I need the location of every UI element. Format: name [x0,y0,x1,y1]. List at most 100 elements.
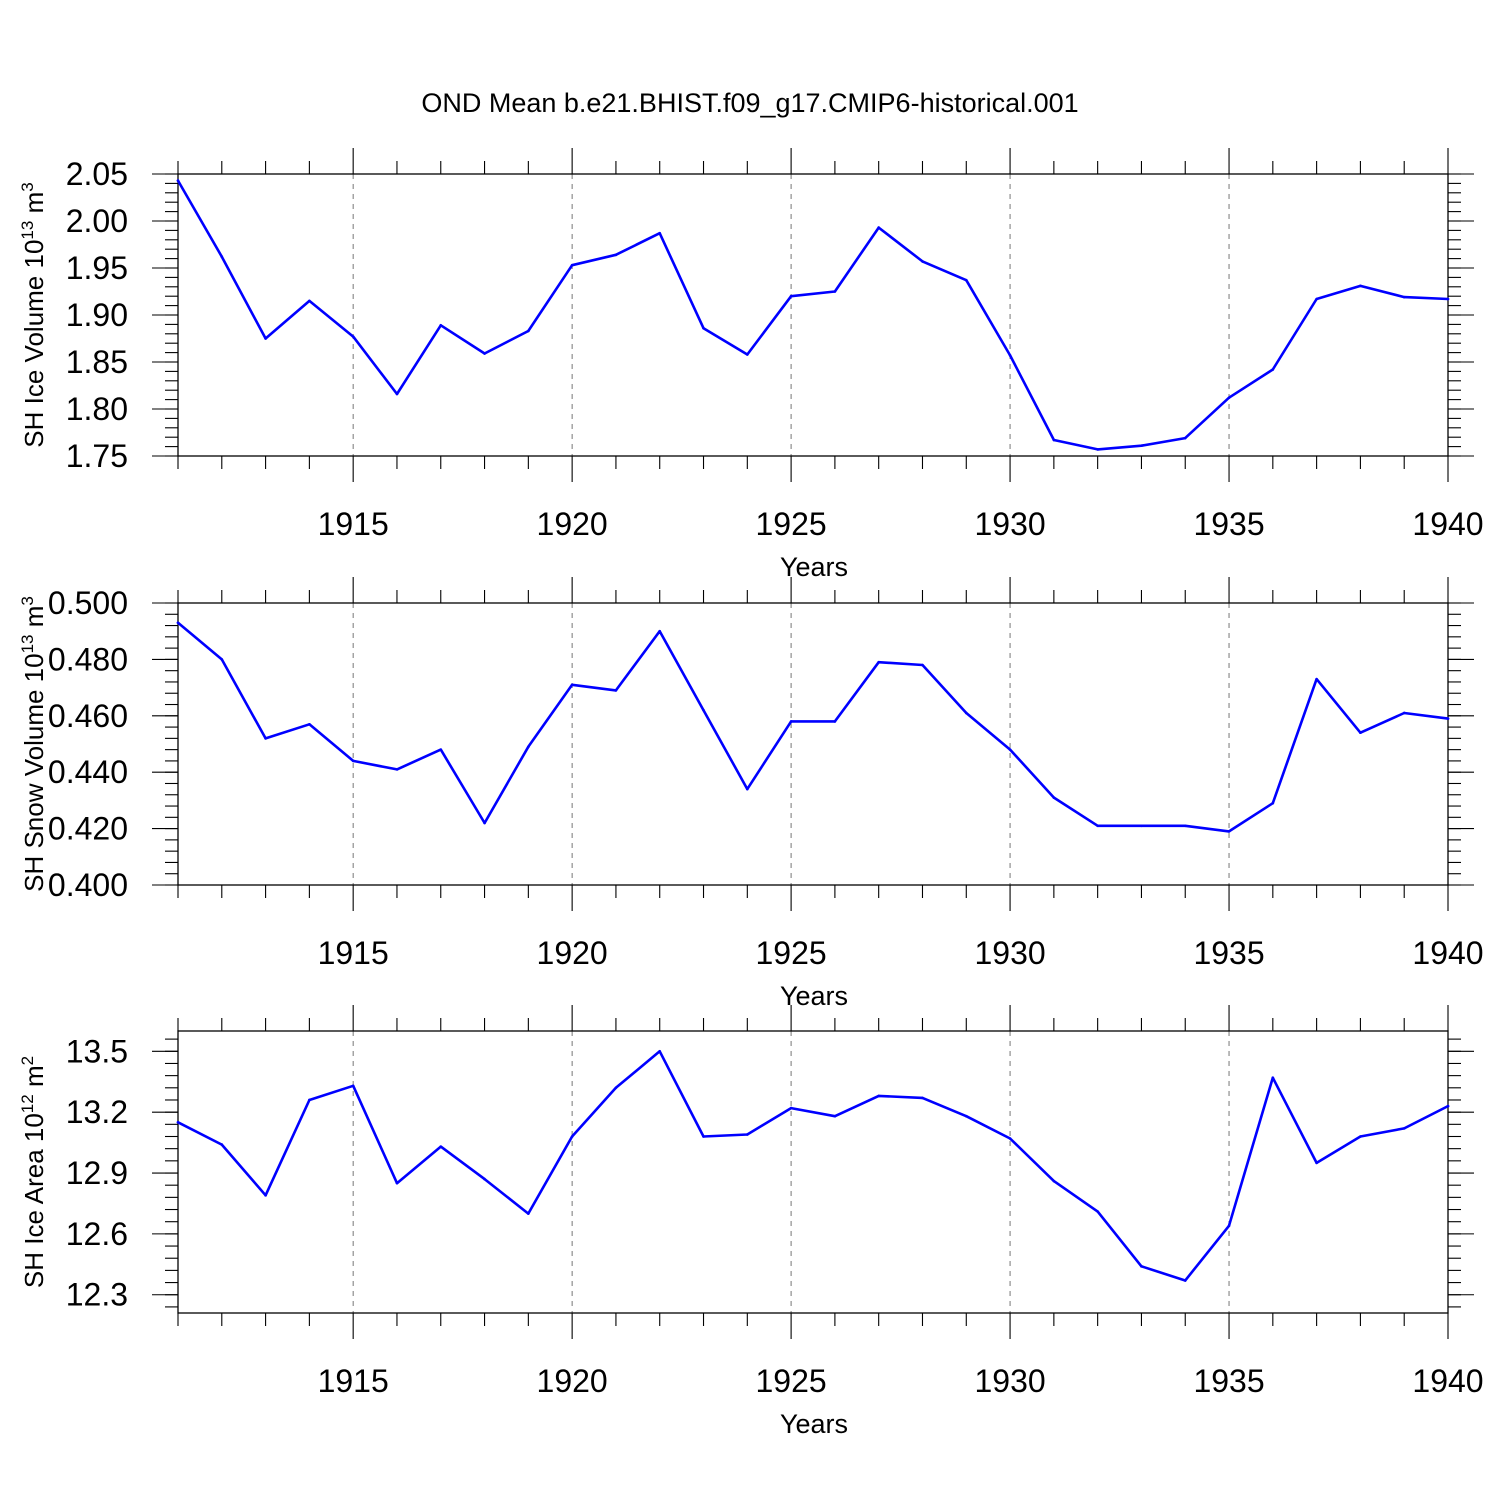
data-point [1271,1076,1275,1079]
x-tick-label: 1930 [974,506,1045,542]
data-point [483,821,486,825]
data-point [658,629,662,633]
panel-1: 1.75 1.80 1.85 1.90 1.95 2.00 2.05 1915 1920 1925… [18,148,1484,582]
y-tick-label: 13.2 [66,1094,128,1130]
x-tick-label: 1930 [974,1363,1045,1399]
data-point [439,1145,443,1148]
y-tick-label: 0.440 [48,754,128,790]
y-axis-label-superscript: 12 [18,1094,37,1113]
y-axis-label-part: m [19,192,49,221]
data-point [220,255,224,259]
data-point [570,683,574,687]
data-point [1052,796,1056,799]
data-point [877,660,880,664]
plot-frame [177,1030,1449,1314]
y-tick-label: 0.480 [48,641,128,677]
data-point [395,768,399,771]
y-tick-label: 12.3 [66,1277,128,1313]
y-tick-label: 0.420 [48,811,128,847]
series-line [176,1050,1450,1282]
data-point [1446,1104,1450,1108]
data-point [1402,295,1406,299]
data-point [395,1181,399,1185]
data-point [1140,444,1143,447]
data-point [308,722,311,726]
x-tick-label: 1920 [537,935,608,971]
data-point [439,324,443,327]
y-axis-label-superscript: 2 [18,1056,37,1065]
data-point [1183,436,1187,440]
x-tick-label: 1915 [318,1363,389,1399]
data-point [1140,1265,1143,1268]
y-tick-label: 1.80 [66,391,128,427]
data-point [921,1096,924,1100]
data-point [1052,438,1056,442]
data-point [1315,297,1318,301]
data-point [1227,1224,1231,1228]
y-axis-label-superscript: 13 [18,634,37,653]
data-point [1183,824,1187,828]
data-point [614,253,618,257]
data-point [702,708,705,712]
data-point [921,260,924,263]
data-point [308,299,311,303]
y-tick-label: 2.05 [66,156,128,192]
y-tick-label: 1.75 [66,438,128,474]
plot-frame [177,602,1449,886]
y-tick-label: 2.00 [66,203,128,239]
data-point [1096,448,1099,451]
data-point [746,353,749,356]
x-axis-label: Years [780,552,848,582]
data-point [789,1106,793,1110]
data-point [1402,1127,1406,1130]
plot-frame [177,173,1449,457]
y-tick-label: 0.460 [48,698,128,734]
y-axis-label-part: SH Ice Volume 10 [19,240,49,448]
x-tick-label: 1925 [756,506,827,542]
data-point [658,1049,662,1053]
data-point [614,689,618,692]
data-point [964,711,968,715]
data-point [1271,368,1275,371]
data-point [264,337,267,340]
data-point [1402,711,1406,715]
data-point [833,290,837,293]
y-axis-label-superscript: 3 [18,596,37,605]
data-point [1008,1137,1012,1140]
x-tick-label: 1920 [537,1363,608,1399]
x-tick-label: 1920 [537,506,608,542]
data-point [439,748,443,751]
data-point [833,720,837,723]
x-tick-label: 1935 [1193,506,1264,542]
data-point [527,745,530,749]
data-point [483,1177,486,1181]
data-point [702,326,705,330]
data-point [658,231,662,235]
data-point [1271,801,1275,805]
x-tick-label: 1940 [1412,506,1483,542]
data-point [395,392,399,396]
panel-3: 12.3 12.6 12.9 13.2 13.5 1915 1920 1925 1930 1935… [18,1005,1484,1439]
data-point [570,263,574,267]
data-point [1227,396,1231,400]
x-axis-label: Years [780,981,848,1011]
x-tick-label: 1925 [756,935,827,971]
data-point [570,1135,574,1138]
data-point [964,1114,968,1118]
data-point [789,294,793,298]
data-point [483,352,486,355]
y-tick-label: 1.95 [66,250,128,286]
data-point [1052,1179,1056,1183]
y-tick-label: 1.85 [66,344,128,380]
data-point [964,278,968,282]
y-axis-label: SH Ice Area 1012 m2 [18,1056,49,1288]
data-point [264,1194,267,1197]
x-tick-label: 1935 [1193,935,1264,971]
data-point [1315,1161,1318,1165]
data-point [877,226,880,229]
data-point [1315,677,1318,681]
data-point [789,720,793,723]
data-point [527,1212,530,1215]
y-axis-label: SH Ice Volume 1013 m3 [18,182,49,447]
data-point [1008,354,1012,357]
